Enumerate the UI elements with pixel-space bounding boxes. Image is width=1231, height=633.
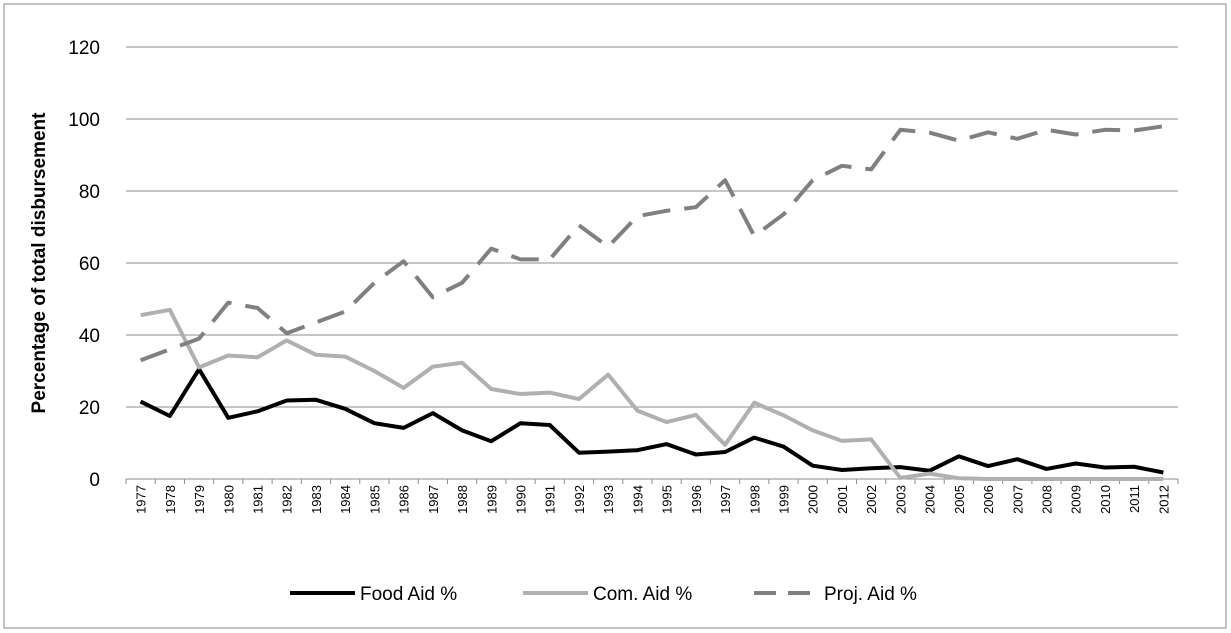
x-tick-label: 1992 [572,485,587,514]
x-tick-label: 2007 [1010,485,1025,514]
x-tick-label: 2004 [923,485,938,514]
x-tick-label: 2002 [864,485,879,514]
y-tick-label: 100 [68,110,100,131]
x-tick-label: 1997 [718,485,733,514]
x-tick-label: 1984 [338,485,353,514]
legend-label: Food Aid % [360,584,457,605]
x-tick-label: 1977 [134,485,149,514]
x-tick-label: 2000 [806,485,821,514]
y-tick-label: 60 [79,254,100,275]
legend-label: Proj. Aid % [824,584,917,605]
x-tick-label: 1978 [163,485,178,514]
x-tick-label: 2011 [1127,485,1142,513]
x-tick-label: 1989 [484,485,499,514]
x-tick-label: 1994 [630,485,645,514]
legend-label: Com. Aid % [593,584,692,605]
x-tick-label: 1998 [747,485,762,514]
x-tick-label: 1979 [192,485,207,514]
y-tick-label: 0 [89,470,100,491]
x-tick-label: 1995 [660,485,675,514]
x-tick-label: 1990 [514,485,529,514]
y-tick-label: 40 [79,326,100,347]
x-tick-label: 2012 [1156,485,1171,514]
x-tick-label: 1980 [221,485,236,514]
x-tick-label: 2009 [1069,485,1084,514]
series-line [139,367,1164,475]
series-line [140,307,1164,481]
y-axis-title: Percentage of total disbursement [29,112,50,414]
y-tick-label: 80 [79,182,100,203]
y-tick-label: 120 [68,38,100,59]
x-tick-label: 1981 [251,485,266,514]
x-tick-label: 2003 [893,485,908,514]
x-tick-label: 2008 [1040,485,1055,514]
x-tick-label: 1988 [455,485,470,514]
series-line [139,124,1164,363]
x-tick-label: 2010 [1098,485,1113,514]
x-tick-label: 1993 [601,485,616,514]
x-tick-label: 1985 [367,485,382,514]
x-tick-label: 1983 [309,485,324,514]
x-tick-label: 1999 [777,485,792,514]
x-tick-label: 1986 [397,485,412,514]
x-tick-label: 2006 [981,485,996,514]
x-tick-label: 2005 [952,485,967,514]
x-tick-label: 1987 [426,485,441,514]
x-tick-label: 1991 [543,485,558,514]
x-tick-label: 2001 [835,485,850,514]
chart-frame [3,3,1227,629]
y-tick-label: 20 [79,398,100,419]
x-tick-label: 1996 [689,485,704,514]
x-tick-label: 1982 [280,485,295,514]
